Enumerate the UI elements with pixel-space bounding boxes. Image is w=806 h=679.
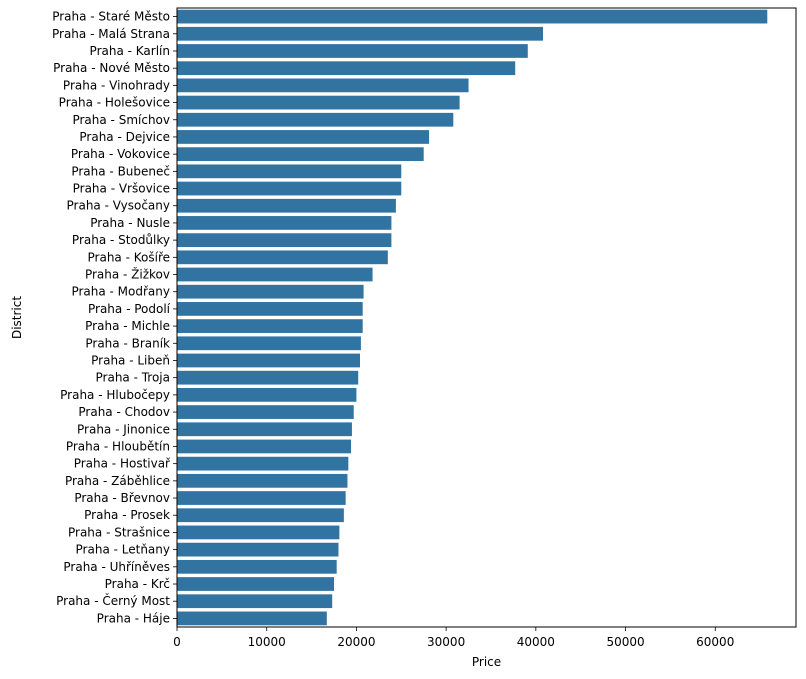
bar bbox=[177, 164, 402, 179]
y-tick-label: Praha - Hlubočepy bbox=[60, 388, 170, 402]
y-tick-label: Praha - Smíchov bbox=[72, 113, 170, 127]
bar bbox=[177, 198, 396, 213]
y-tick-label: Praha - Dejvice bbox=[79, 130, 170, 144]
y-tick-label: Praha - Malá Strana bbox=[52, 27, 170, 41]
y-tick-label: Praha - Braník bbox=[85, 336, 170, 350]
bar bbox=[177, 405, 354, 419]
bar bbox=[177, 147, 424, 162]
bar bbox=[177, 26, 544, 41]
y-tick-label: Praha - Žižkov bbox=[85, 267, 170, 282]
x-tick-label: 20000 bbox=[337, 635, 375, 649]
y-tick-label: Praha - Chodov bbox=[78, 405, 170, 419]
y-tick-label: Praha - Jinonice bbox=[77, 422, 170, 436]
bar bbox=[177, 319, 363, 333]
bar bbox=[177, 611, 327, 626]
y-tick-label: Praha - Hloubětín bbox=[66, 439, 170, 453]
y-tick-label: Praha - Uhříněves bbox=[63, 560, 170, 574]
bar bbox=[177, 594, 333, 609]
y-tick-label: Praha - Černý Most bbox=[56, 593, 170, 608]
bar bbox=[177, 422, 352, 437]
bar bbox=[177, 525, 340, 540]
bar bbox=[177, 78, 469, 93]
y-axis-title: District bbox=[10, 296, 24, 339]
x-tick-label: 30000 bbox=[427, 635, 465, 649]
x-axis-title: Price bbox=[472, 655, 501, 669]
y-tick-label: Praha - Bubeneč bbox=[71, 164, 170, 178]
bar bbox=[177, 44, 528, 58]
y-tick-label: Praha - Staré Město bbox=[52, 10, 170, 24]
y-tick-label: Praha - Záběhlice bbox=[65, 474, 170, 488]
bar bbox=[177, 387, 357, 402]
bar bbox=[177, 491, 346, 505]
bar bbox=[177, 95, 460, 110]
bars-layer bbox=[177, 9, 768, 626]
x-axis-ticks: 0 10000 20000 30000 40000 50000 60000 bbox=[173, 627, 734, 649]
bar bbox=[177, 61, 516, 76]
plot-frame bbox=[176, 7, 797, 628]
y-tick-label: Praha - Modřany bbox=[71, 285, 170, 299]
y-tick-label: Praha - Troja bbox=[96, 371, 171, 385]
y-tick-label: Praha - Letňany bbox=[76, 543, 170, 557]
bar bbox=[177, 370, 359, 385]
bar bbox=[177, 542, 339, 557]
y-axis-ticks: Praha - Staré Město Praha - Malá Strana Pr… bbox=[52, 10, 177, 625]
bar bbox=[177, 508, 344, 523]
y-tick-label: Praha - Vršovice bbox=[73, 182, 170, 196]
x-tick-label: 40000 bbox=[517, 635, 555, 649]
y-tick-label: Praha - Vysočany bbox=[67, 199, 170, 213]
bar bbox=[177, 216, 392, 230]
bar bbox=[177, 233, 392, 248]
y-tick-label: Praha - Háje bbox=[97, 611, 170, 625]
y-tick-label: Praha - Prosek bbox=[84, 508, 170, 522]
y-tick-label: Praha - Stodůlky bbox=[72, 233, 170, 247]
y-tick-label: Praha - Michle bbox=[85, 319, 170, 333]
y-tick-label: Praha - Strašnice bbox=[68, 525, 170, 539]
y-tick-label: Praha - Vokovice bbox=[71, 147, 170, 161]
bar bbox=[177, 456, 349, 471]
y-tick-label: Praha - Břevnov bbox=[74, 491, 170, 505]
bar bbox=[177, 267, 373, 282]
x-tick-label: 50000 bbox=[606, 635, 644, 649]
y-tick-label: Praha - Košíře bbox=[88, 250, 170, 264]
y-tick-label: Praha - Nové Město bbox=[53, 61, 170, 75]
y-tick-label: Praha - Karlín bbox=[90, 44, 170, 58]
bar bbox=[177, 130, 430, 144]
y-tick-label: Praha - Krč bbox=[105, 577, 170, 591]
bar bbox=[177, 473, 348, 488]
y-tick-label: Praha - Vinohrady bbox=[63, 78, 170, 92]
bar bbox=[177, 439, 352, 454]
bar bbox=[177, 181, 402, 196]
bar bbox=[177, 112, 454, 127]
y-tick-label: Praha - Hostivař bbox=[74, 457, 171, 471]
y-tick-label: Praha - Nusle bbox=[90, 216, 170, 230]
bar bbox=[177, 353, 361, 368]
bar bbox=[177, 577, 334, 591]
bar bbox=[177, 336, 361, 351]
bar bbox=[177, 9, 768, 24]
x-tick-label: 60000 bbox=[696, 635, 734, 649]
bar bbox=[177, 559, 337, 574]
bar bbox=[177, 302, 363, 316]
x-tick-label: 0 bbox=[173, 635, 181, 649]
y-tick-label: Praha - Holešovice bbox=[59, 96, 170, 110]
y-tick-label: Praha - Libeň bbox=[91, 353, 170, 367]
x-tick-label: 10000 bbox=[248, 635, 286, 649]
bar bbox=[177, 250, 388, 265]
bar bbox=[177, 284, 364, 299]
y-tick-label: Praha - Podolí bbox=[88, 302, 171, 316]
